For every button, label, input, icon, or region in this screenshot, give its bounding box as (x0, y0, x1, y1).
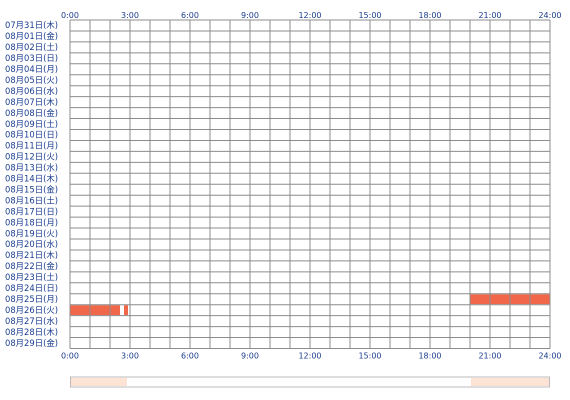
day-label: 08月15日(金) (5, 184, 58, 194)
day-label: 08月23日(土) (5, 272, 58, 282)
day-label: 08月12日(火) (5, 152, 58, 162)
day-label: 08月06日(水) (5, 86, 58, 96)
bottom-tick-label: 9:00 (241, 352, 259, 361)
bottom-tick-label: 12:00 (298, 352, 321, 361)
top-tick-label: 6:00 (181, 11, 199, 20)
day-label: 08月25日(月) (5, 294, 58, 304)
top-tick-label: 3:00 (121, 11, 139, 20)
bottom-time-axis: 0:00 3:00 6:00 9:00 12:00 15:00 18:00 21:00 24:0… (61, 352, 562, 361)
day-label: 08月28日(木) (5, 327, 58, 337)
top-tick-label: 15:00 (358, 11, 381, 20)
grid-layer (69, 19, 551, 349)
summary-frame (70, 376, 550, 388)
day-label: 07月31日(木) (5, 20, 58, 30)
day-label: 08月19日(火) (5, 228, 58, 238)
activity-bar (70, 305, 120, 316)
top-tick-label: 18:00 (418, 11, 441, 20)
day-label: 08月04日(月) (5, 64, 58, 74)
day-label: 08月22日(金) (5, 261, 58, 271)
day-label: 08月01日(金) (5, 31, 58, 41)
day-label: 08月26日(火) (5, 305, 58, 315)
day-label: 08月07日(木) (5, 97, 58, 107)
bottom-tick-label: 21:00 (478, 352, 501, 361)
bottom-tick-label: 24:00 (538, 352, 561, 361)
day-label: 08月13日(水) (5, 163, 58, 173)
top-time-axis: 0:00 3:00 6:00 9:00 12:00 15:00 18:00 21:00 24:0… (61, 11, 562, 20)
day-label: 08月08日(金) (5, 108, 58, 118)
bottom-tick-label: 3:00 (121, 352, 139, 361)
day-label: 08月27日(水) (5, 316, 58, 326)
summary-bar (70, 376, 550, 388)
day-label: 08月10日(日) (5, 130, 58, 140)
day-axis: 07月31日(木)08月01日(金)08月02日(土)08月03日(日)08月0… (5, 20, 58, 348)
day-label: 08月05日(火) (5, 75, 58, 85)
day-label: 08月29日(金) (5, 338, 58, 348)
day-label: 08月21日(木) (5, 250, 58, 260)
day-label: 08月11日(月) (5, 141, 58, 151)
bottom-tick-label: 6:00 (181, 352, 199, 361)
day-label: 08月09日(土) (5, 119, 58, 129)
top-tick-label: 12:00 (298, 11, 321, 20)
activity-bar (124, 305, 128, 316)
day-label: 08月24日(日) (5, 283, 58, 293)
summary-segment (471, 378, 549, 386)
bottom-tick-label: 18:00 (418, 352, 441, 361)
top-tick-label: 0:00 (61, 11, 79, 20)
day-label: 08月20日(水) (5, 239, 58, 249)
top-tick-label: 24:00 (538, 11, 561, 20)
day-label: 08月18日(月) (5, 217, 58, 227)
bottom-tick-label: 0:00 (61, 352, 79, 361)
top-tick-label: 9:00 (241, 11, 259, 20)
day-label: 08月03日(日) (5, 53, 58, 63)
day-label: 08月14日(木) (5, 174, 58, 184)
summary-segment (71, 378, 127, 386)
top-tick-label: 21:00 (478, 11, 501, 20)
day-label: 08月16日(土) (5, 195, 58, 205)
day-label: 08月02日(土) (5, 42, 58, 52)
bottom-tick-label: 15:00 (358, 352, 381, 361)
day-label: 08月17日(日) (5, 206, 58, 216)
